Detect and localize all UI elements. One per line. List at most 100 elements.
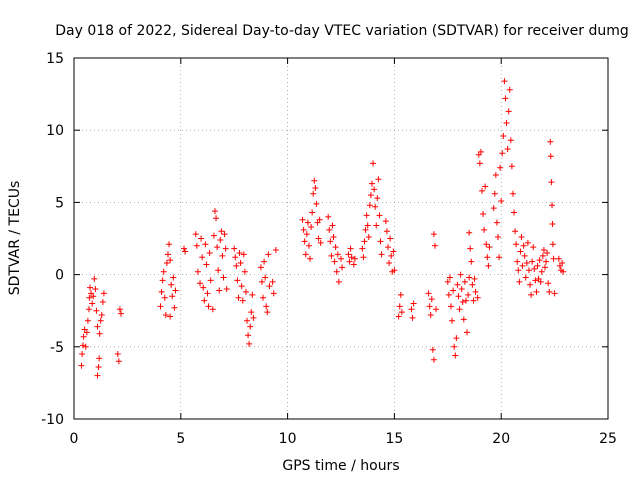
data-point <box>98 312 105 319</box>
data-point <box>511 209 518 216</box>
data-point <box>528 291 535 298</box>
data-point <box>551 290 558 297</box>
data-point <box>91 275 98 282</box>
data-point <box>530 244 537 251</box>
data-point <box>464 329 471 336</box>
data-point <box>472 288 479 295</box>
data-point <box>550 255 557 262</box>
data-point <box>483 241 490 248</box>
data-point <box>497 164 504 171</box>
data-point <box>339 264 346 271</box>
data-point <box>221 231 228 238</box>
data-point <box>426 303 433 310</box>
data-point <box>455 293 462 300</box>
data-point <box>309 209 316 216</box>
data-point <box>334 251 341 258</box>
data-point <box>448 303 455 310</box>
data-point <box>366 202 373 209</box>
data-point <box>410 300 417 307</box>
x-tick-label: 0 <box>70 431 79 447</box>
data-point <box>262 274 269 281</box>
data-point <box>331 258 338 265</box>
data-point <box>222 245 229 252</box>
y-tick-label: 0 <box>55 268 64 284</box>
data-point <box>484 254 491 261</box>
x-tick-label: 15 <box>385 431 403 447</box>
data-point <box>117 310 124 317</box>
data-point <box>506 86 513 93</box>
data-point <box>544 249 551 256</box>
data-point <box>481 226 488 233</box>
data-point <box>305 242 312 249</box>
data-point <box>78 362 85 369</box>
x-tick-label: 25 <box>599 431 617 447</box>
data-point <box>200 284 207 291</box>
data-point <box>329 222 336 229</box>
data-point <box>549 202 556 209</box>
data-point <box>446 274 453 281</box>
data-point <box>548 179 555 186</box>
data-point <box>500 132 507 139</box>
data-point <box>445 291 452 298</box>
data-point <box>84 317 91 324</box>
data-point <box>304 219 311 226</box>
data-point <box>384 244 391 251</box>
data-point <box>272 247 279 254</box>
data-point <box>205 303 212 310</box>
data-point <box>462 297 469 304</box>
data-point <box>172 287 179 294</box>
data-point <box>382 218 389 225</box>
data-point <box>458 286 465 293</box>
data-point <box>539 252 546 259</box>
data-point <box>166 241 173 248</box>
data-point <box>242 288 249 295</box>
data-point <box>238 283 245 290</box>
data-point <box>520 242 527 249</box>
data-point <box>350 261 357 268</box>
data-point <box>398 309 405 316</box>
data-point <box>496 254 503 261</box>
data-point <box>299 216 306 223</box>
data-point <box>209 306 216 313</box>
data-point <box>546 288 553 295</box>
data-point <box>80 333 87 340</box>
data-point <box>387 235 394 242</box>
data-point <box>504 145 511 152</box>
data-point <box>494 234 501 241</box>
data-point <box>470 297 477 304</box>
data-point <box>480 210 487 217</box>
data-point <box>499 150 506 157</box>
data-point <box>559 260 566 267</box>
data-point <box>86 294 93 301</box>
data-point <box>100 290 107 297</box>
y-tick-label: 5 <box>55 195 64 211</box>
data-point <box>233 262 240 269</box>
data-point <box>167 257 174 264</box>
data-point <box>466 274 473 281</box>
data-point <box>83 329 90 336</box>
data-point <box>373 222 380 229</box>
data-point <box>231 245 238 252</box>
data-point <box>263 303 270 310</box>
data-point <box>429 346 436 353</box>
data-point <box>333 268 340 275</box>
data-point <box>370 160 377 167</box>
data-point <box>518 234 525 241</box>
data-point <box>346 258 353 265</box>
data-point <box>471 275 478 282</box>
data-point <box>540 247 547 254</box>
y-tick-label: -5 <box>50 340 64 356</box>
data-point <box>505 108 512 115</box>
data-point <box>312 184 319 191</box>
x-axis-label: GPS time / hours <box>282 458 399 474</box>
data-point <box>469 281 476 288</box>
data-point <box>332 244 339 251</box>
data-point <box>211 208 218 215</box>
data-point <box>549 221 556 228</box>
data-point <box>163 260 170 267</box>
data-point <box>408 306 415 313</box>
data-point <box>538 268 545 275</box>
data-point <box>359 245 366 252</box>
data-point <box>115 358 122 365</box>
data-point <box>509 190 516 197</box>
